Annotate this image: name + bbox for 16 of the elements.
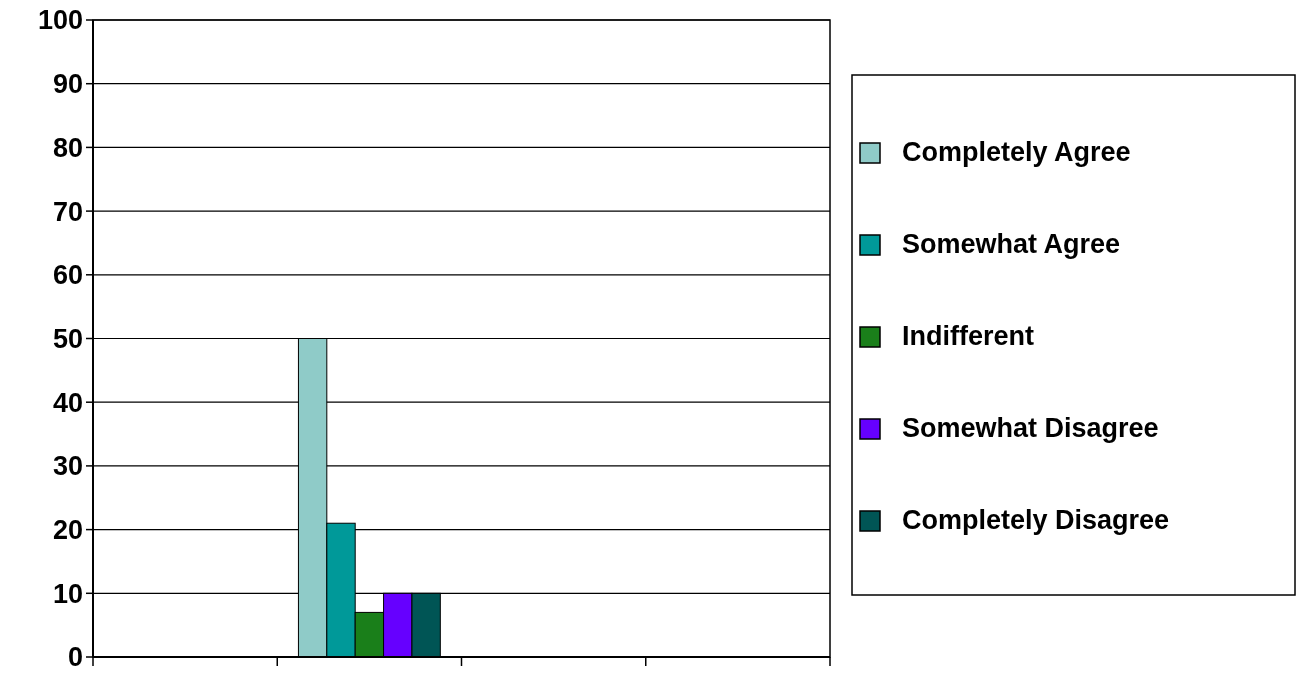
y-tick-label: 90 [52,69,83,100]
y-tick-label: 10 [52,578,83,609]
legend-label: Completely Agree [902,137,1131,167]
y-tick-label: 20 [52,515,83,546]
legend-label: Completely Disagree [902,505,1170,535]
legend-label: Indifferent [902,321,1034,351]
y-tick-label: 30 [52,451,83,482]
y-tick-label: 70 [52,196,83,227]
y-tick-label: 40 [52,387,83,418]
y-tick-label: 100 [37,5,83,36]
y-tick-label: 80 [52,132,83,163]
y-tick-label: 50 [52,323,83,354]
y-tick-label: 60 [52,260,83,291]
legend-label: Somewhat Disagree [902,413,1159,443]
legend-label: Somewhat Agree [902,229,1121,259]
y-tick-label: 0 [67,642,83,673]
